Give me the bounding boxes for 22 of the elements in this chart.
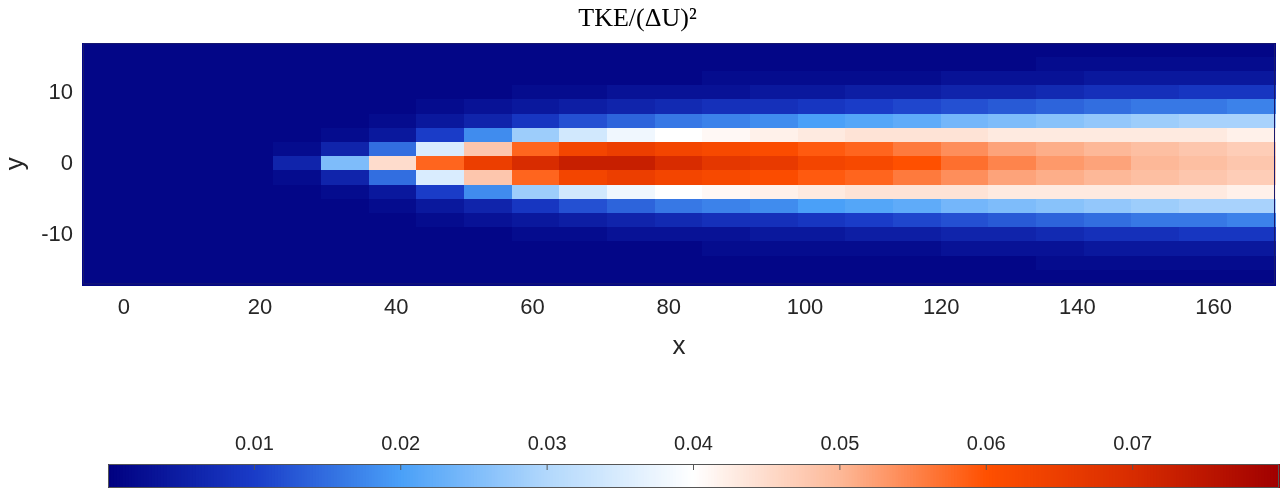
color-bar-label: 0.01 <box>234 432 274 454</box>
y-tick-label: 10 <box>48 78 73 104</box>
chart-title: TKE/(ΔU)² <box>578 3 697 33</box>
color-bar-label: 0.02 <box>381 432 421 454</box>
x-tick-label: 40 <box>384 293 409 319</box>
color-bar-label: 0.04 <box>674 432 713 454</box>
y-axis-title: y <box>0 157 29 171</box>
x-tick-label: 100 <box>786 293 824 319</box>
x-tick-label: 140 <box>1059 293 1096 319</box>
x-tick-label: 20 <box>247 293 273 319</box>
x-tick-label: 160 <box>1195 293 1233 319</box>
color-bar-label: 0.06 <box>966 432 1006 454</box>
color-bar-label: 0.05 <box>820 432 860 454</box>
x-tick-label: 0 <box>117 293 130 319</box>
x-tick-label: 120 <box>922 293 960 319</box>
color-bar-label: 0.03 <box>527 432 567 454</box>
x-tick-label: 80 <box>656 293 682 319</box>
y-tick-label: 0 <box>60 149 73 175</box>
x-tick-label: 60 <box>520 293 545 319</box>
x-axis-title: x <box>672 329 686 360</box>
color-bar-label: 0.07 <box>1113 432 1153 454</box>
y-tick-label: -10 <box>41 220 73 246</box>
